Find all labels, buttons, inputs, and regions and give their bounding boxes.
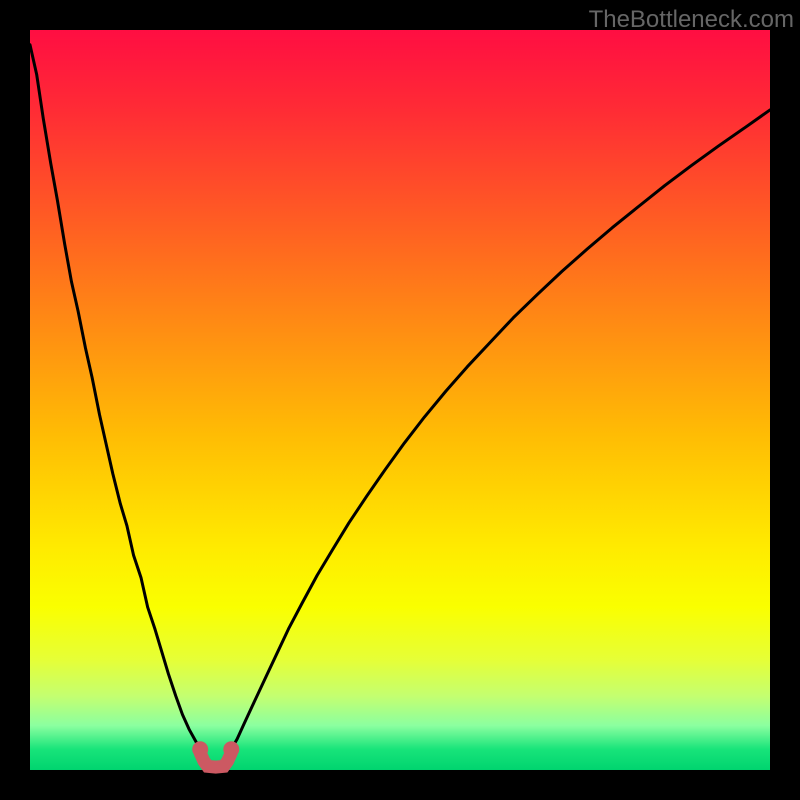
marker-dot [223,741,239,757]
attribution-text: TheBottleneck.com [589,6,794,34]
bottleneck-chart [30,30,770,770]
marker-dot [192,741,208,757]
chart-background [30,30,770,770]
